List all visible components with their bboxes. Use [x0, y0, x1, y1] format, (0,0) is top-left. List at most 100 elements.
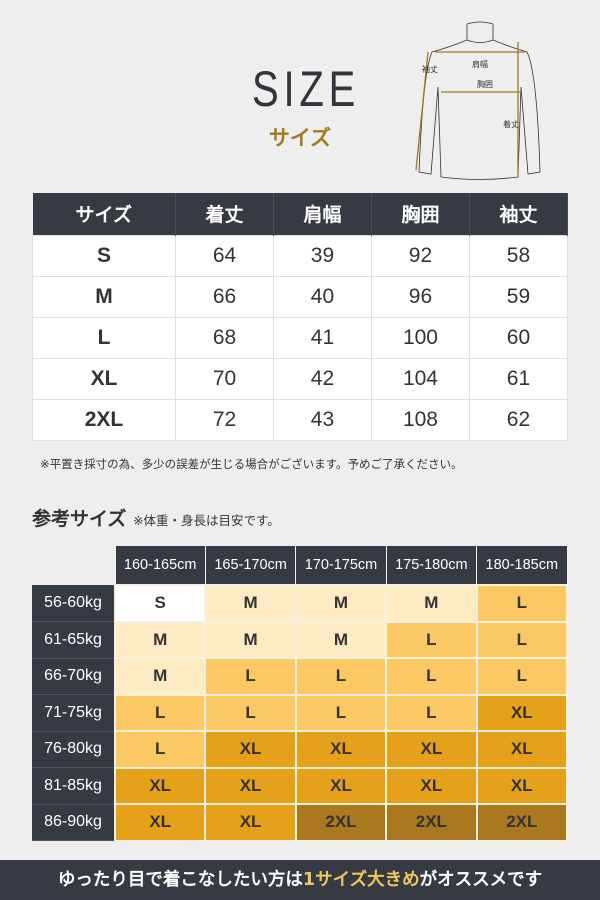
recommended-size-cell: XL [475, 730, 569, 769]
column-header: サイズ [32, 193, 176, 235]
recommended-size-cell: M [294, 620, 388, 659]
recommended-size-cell: XL [294, 766, 388, 805]
weight-header: 61-65kg [32, 621, 115, 659]
recommended-size-cell: M [113, 657, 207, 696]
table-row: 71-75kg L L L L XL [32, 693, 569, 732]
measurement-note: ※平置き採寸の為、多少の誤差が生じる場合がございます。予めご了承ください。 [40, 457, 463, 471]
measurement-cell: 58 [468, 234, 569, 277]
recommended-size-cell: M [204, 584, 297, 623]
label-shoulder: 肩幅 [472, 59, 488, 69]
recommended-size-cell: XL [204, 803, 297, 842]
table-row: S 64 39 92 58 [32, 234, 569, 277]
recommended-size-cell: M [204, 620, 297, 659]
recommended-size-cell: XL [204, 766, 297, 805]
recommended-size-cell: XL [385, 766, 478, 805]
measurement-cell: 104 [370, 357, 470, 400]
label-length: 着丈 [503, 119, 519, 129]
table-row: XL 70 42 104 61 [32, 357, 569, 400]
recommended-size-cell: L [385, 657, 478, 696]
size-label-cell: S [32, 234, 176, 277]
weight-header: 76-80kg [32, 731, 115, 768]
measurement-cell: 62 [468, 398, 569, 441]
measurement-cell: 40 [272, 275, 372, 318]
measurement-cell: 43 [272, 398, 372, 441]
measurement-cell: 66 [175, 275, 274, 318]
measurement-cell: 100 [370, 316, 470, 359]
page-title: SIZE [252, 61, 361, 117]
recommended-size-cell: M [385, 584, 478, 623]
measurement-cell: 108 [370, 398, 470, 441]
measurement-cell: 59 [468, 275, 569, 318]
size-label-cell: XL [32, 357, 176, 400]
height-header: 165-170cm [204, 546, 297, 586]
measurement-cell: 96 [370, 275, 470, 318]
label-sleeve: 袖丈 [422, 64, 438, 74]
size-label-cell: L [32, 316, 176, 359]
weight-header: 56-60kg [32, 585, 115, 622]
table-row: 66-70kg M L L L L [32, 657, 569, 696]
table-row: 56-60kg S M M M L [32, 584, 569, 623]
table-row: 61-65kg M M M L L [32, 620, 569, 659]
size-label-cell: 2XL [32, 398, 176, 441]
weight-header: 66-70kg [32, 658, 115, 695]
recommended-size-cell: 2XL [294, 803, 388, 842]
recommended-size-cell: M [294, 584, 388, 623]
recommended-size-cell: M [113, 620, 207, 659]
recommended-size-cell: L [475, 657, 569, 696]
label-chest: 胸囲 [477, 79, 493, 89]
recommended-size-cell: XL [475, 766, 569, 805]
height-header: 160-165cm [114, 546, 206, 586]
weight-header: 86-90kg [32, 804, 115, 841]
table-row: 2XL 72 43 108 62 [32, 398, 569, 441]
height-header: 180-185cm [476, 546, 568, 586]
table-row: 81-85kg XL XL XL XL XL [32, 766, 569, 805]
measurement-cell: 61 [468, 357, 569, 400]
measurement-cell: 68 [175, 316, 274, 359]
size-label-cell: M [32, 275, 176, 318]
reference-title-text: 参考サイズ [32, 508, 127, 530]
measurement-cell: 60 [468, 316, 569, 359]
table-row: M 66 40 96 59 [32, 275, 569, 318]
corner-cell [32, 546, 115, 585]
reference-title: 参考サイズ ※体重・身長は目安です。 [32, 504, 280, 531]
recommended-size-cell: L [475, 620, 569, 659]
recommended-size-cell: L [113, 693, 207, 732]
measurement-cell: 42 [272, 357, 372, 400]
recommended-size-cell: XL [113, 766, 207, 805]
measurement-cell: 41 [272, 316, 372, 359]
recommended-size-cell: XL [113, 803, 207, 842]
measurement-cell: 92 [370, 234, 470, 277]
column-header: 胸囲 [371, 193, 470, 235]
recommended-size-cell: XL [385, 730, 478, 769]
recommended-size-cell: L [385, 693, 478, 732]
reference-size-table: 160-165cm 165-170cm 170-175cm 175-180cm 180-… [32, 546, 569, 842]
recommended-size-cell: L [475, 584, 569, 623]
recommended-size-cell: L [204, 693, 297, 732]
column-header: 袖丈 [469, 193, 569, 235]
height-header: 170-175cm [295, 546, 387, 586]
height-header: 175-180cm [385, 546, 478, 586]
weight-header: 81-85kg [32, 767, 115, 805]
banner-text-after: がオススメです [419, 870, 543, 890]
banner-highlight: 1サイズ大きめ [302, 870, 420, 890]
banner-text-before: ゆったり目で着こなしたい方は [57, 870, 303, 890]
recommended-size-cell: L [113, 730, 207, 769]
measurement-cell: 72 [175, 398, 274, 441]
measurement-cell: 70 [175, 357, 274, 400]
shirt-measurement-diagram: 肩幅 胸囲 着丈 袖丈 [415, 21, 541, 180]
recommendation-banner: ゆったり目で着こなしたい方は1サイズ大きめがオススメです [0, 860, 600, 900]
recommended-size-cell: XL [204, 730, 297, 769]
column-header: 肩幅 [273, 193, 372, 235]
measurement-cell: 39 [272, 234, 372, 277]
table-row: 86-90kg XL XL 2XL 2XL 2XL [32, 803, 569, 842]
page-subtitle: サイズ [268, 126, 332, 150]
recommended-size-cell: 2XL [475, 803, 569, 842]
recommended-size-cell: XL [294, 730, 388, 769]
recommended-size-cell: L [294, 693, 388, 732]
measurement-cell: 64 [175, 234, 274, 277]
table-row: L 68 41 100 60 [32, 316, 569, 359]
recommended-size-cell: L [294, 657, 388, 696]
table-row: 76-80kg L XL XL XL XL [32, 730, 569, 769]
size-table: サイズ 着丈 肩幅 胸囲 袖丈 S 64 39 92 58 M 66 40 96 59 L 68 41 100 60… [32, 193, 569, 441]
column-header: 着丈 [175, 193, 274, 235]
